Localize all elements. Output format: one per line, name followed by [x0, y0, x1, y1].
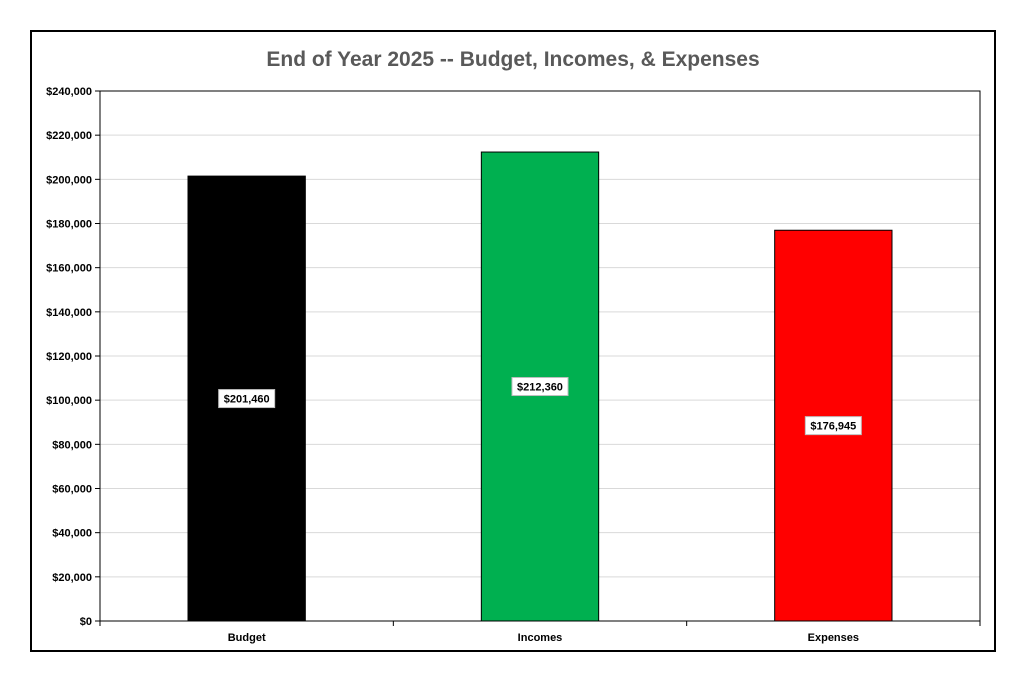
data-labels: $201,460 $212,360 $176,945	[218, 377, 862, 436]
data-label: $212,360	[517, 382, 563, 394]
y-tick-label: $140,000	[46, 307, 92, 319]
plot-area-border	[99, 90, 981, 622]
y-tick-label: $40,000	[52, 528, 92, 540]
y-tick-label: $80,000	[52, 439, 92, 451]
y-tick-label: $0	[80, 616, 92, 628]
y-tick-label: $180,000	[46, 219, 92, 231]
y-tick-label: $160,000	[46, 263, 92, 275]
y-tick-label: $60,000	[52, 484, 92, 496]
x-axis-labels: Budget Incomes Expenses	[228, 632, 859, 644]
axes	[99, 90, 981, 626]
data-label-box	[218, 389, 276, 409]
y-tick-label: $240,000	[46, 86, 92, 98]
y-axis-ticks: $0 $20,000 $40,000 $60,000 $80,000 $100,000 $1…	[46, 86, 100, 628]
x-tick-label: Expenses	[808, 632, 859, 644]
y-tick-label: $200,000	[46, 174, 92, 186]
data-label-box	[804, 416, 862, 436]
chart-title: End of Year 2025 -- Budget, Incomes, & E…	[266, 48, 760, 71]
y-tick-label: $120,000	[46, 351, 92, 363]
data-label: $201,460	[224, 394, 270, 406]
x-tick-label: Budget	[228, 632, 266, 644]
y-tick-label: $20,000	[52, 572, 92, 584]
y-tick-label: $100,000	[46, 395, 92, 407]
data-label-box	[511, 377, 569, 397]
y-tick-label: $220,000	[46, 130, 92, 142]
data-label: $176,945	[810, 421, 856, 433]
x-tick-label: Incomes	[518, 632, 563, 644]
